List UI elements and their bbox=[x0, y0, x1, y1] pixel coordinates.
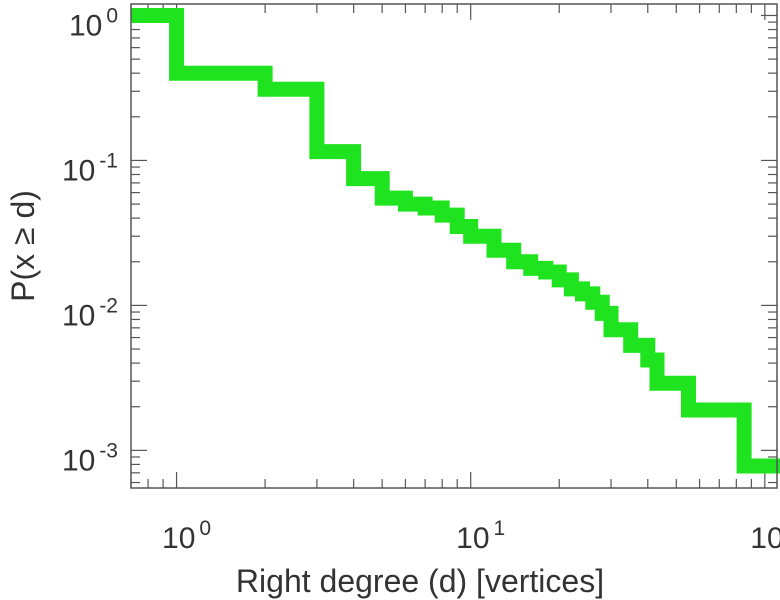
y-axis-label: P(x ≥ d) bbox=[5, 190, 41, 302]
x-tick-label: 102 bbox=[750, 517, 780, 555]
x-tick-label: 10 0 bbox=[162, 517, 211, 555]
plot-area bbox=[131, 4, 777, 488]
x-tick-label: 10 1 bbox=[456, 517, 505, 555]
x-tick-labels: 100 101 102 bbox=[162, 517, 780, 555]
plot-frame bbox=[130, 3, 778, 489]
y-tick-label: 10 -3 bbox=[62, 439, 118, 477]
x-axis-label: Right degree (d) [vertices] bbox=[236, 563, 604, 599]
y-tick-label: 10 -1 bbox=[62, 149, 118, 187]
y-tick-label: 10 0 bbox=[69, 4, 118, 42]
tick-marks bbox=[130, 4, 777, 488]
y-tick-label: 10 -2 bbox=[62, 294, 118, 332]
series-line bbox=[131, 8, 780, 474]
